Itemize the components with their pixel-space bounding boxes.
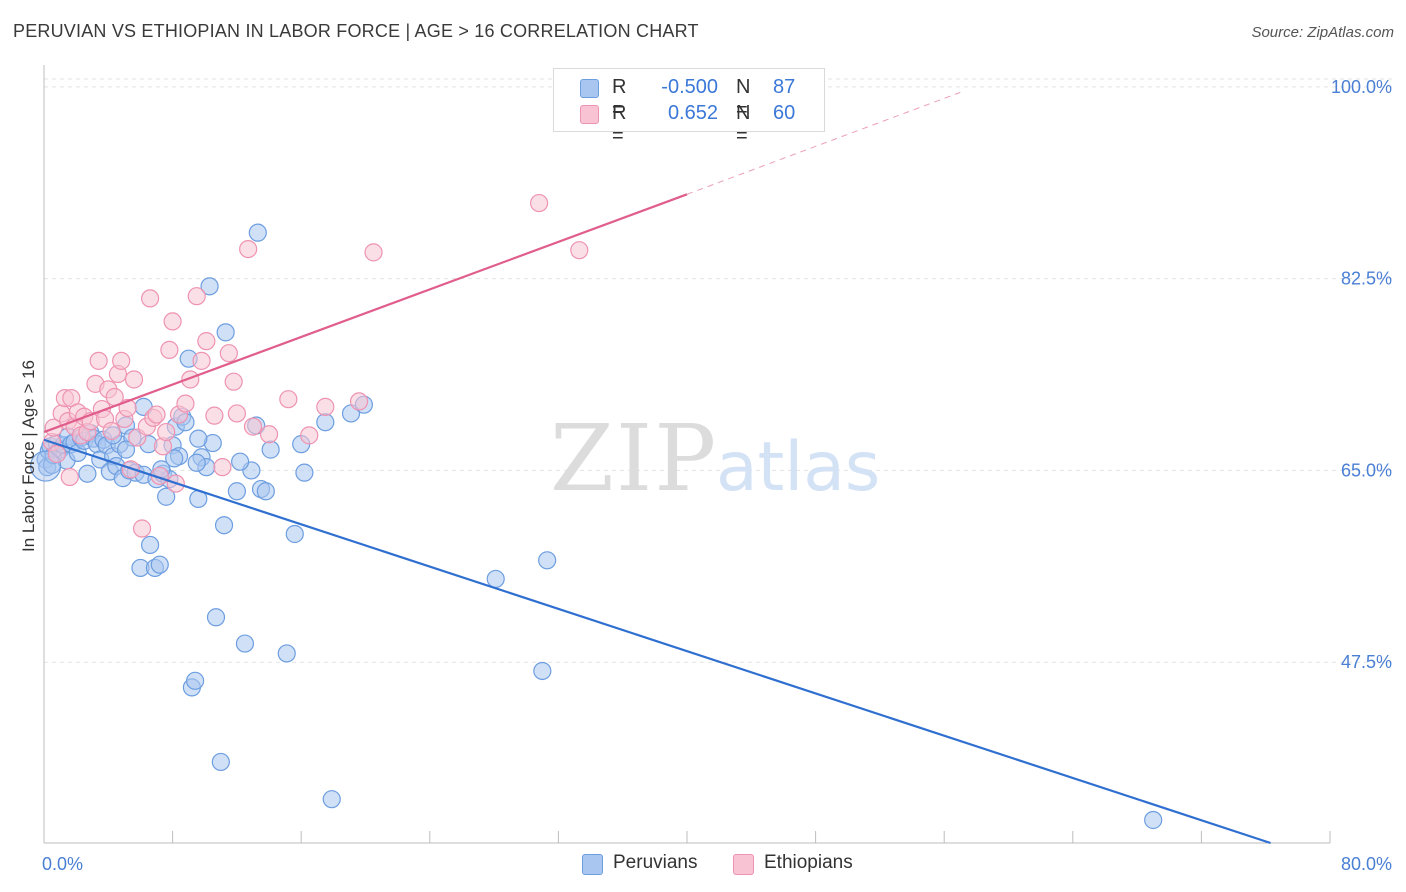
data-point-peruvians-73	[116, 440, 136, 459]
watermark: ZIP atlas	[550, 405, 880, 512]
data-point-peruvians-64	[277, 644, 296, 663]
data-point-peruvians-85	[1144, 810, 1163, 830]
data-point-peruvians-65	[285, 524, 304, 544]
data-point-peruvians-84	[533, 661, 552, 681]
data-point-peruvians-69	[322, 790, 341, 809]
data-point-peruvians-80	[261, 440, 280, 459]
legend-label-peruvians: Peruvians	[613, 852, 698, 873]
data-point-ethiopians-39	[176, 394, 195, 413]
data-point-peruvians-16	[78, 464, 97, 483]
data-point-peruvians-76	[165, 449, 184, 468]
data-point-peruvians-55	[211, 752, 230, 772]
legend-swatch-ethiopians	[733, 854, 754, 875]
legend-r-label: R =	[612, 102, 627, 147]
y-tick-label-2: 65.0%	[1341, 460, 1392, 480]
data-point-ethiopians-47	[224, 372, 243, 391]
data-point-ethiopians-43	[197, 332, 216, 351]
watermark-atlas: atlas	[716, 428, 880, 507]
data-point-peruvians-37	[150, 555, 169, 574]
data-point-peruvians-57	[227, 482, 246, 501]
trend-line-ethiopians	[43, 193, 688, 434]
data-point-ethiopians-34	[157, 422, 176, 442]
series-legend: Peruvians Ethiopians	[0, 852, 1406, 878]
data-point-ethiopians-46	[219, 344, 238, 363]
y-axis-label: In Labor Force | Age > 16	[19, 360, 38, 552]
data-point-ethiopians-36	[163, 312, 182, 331]
y-tick-label-1: 82.5%	[1341, 269, 1392, 289]
data-point-ethiopians-25	[124, 370, 144, 389]
legend-r-label: R =	[612, 76, 627, 121]
data-point-ethiopians-52	[279, 390, 298, 409]
data-point-peruvians-78	[214, 516, 234, 535]
source-label: Source: ZipAtlas.com	[1251, 24, 1394, 41]
data-point-peruvians-48	[186, 671, 205, 690]
data-point-ethiopians-27	[132, 519, 152, 538]
trend-line-peruvians	[43, 438, 1271, 845]
legend-n-value: 87	[773, 76, 796, 98]
data-point-ethiopians-51	[259, 425, 279, 444]
legend-swatch-peruvians	[582, 854, 603, 875]
data-point-ethiopians-31	[147, 405, 166, 424]
x-tick-label-max: 80.0%	[1341, 854, 1392, 874]
data-point-ethiopians-35	[160, 340, 179, 360]
data-point-peruvians-82	[486, 569, 505, 589]
data-point-peruvians-61	[248, 223, 267, 242]
chart-title: PERUVIAN VS ETHIOPIAN IN LABOR FORCE | A…	[13, 21, 699, 41]
data-point-ethiopians-54	[316, 397, 335, 416]
trend-lines	[43, 91, 1271, 845]
data-point-peruvians-39	[157, 487, 176, 506]
y-tick-label-0: 100.0%	[1331, 77, 1392, 97]
data-point-ethiopians-40	[181, 370, 200, 389]
data-point-peruvians-67	[295, 463, 314, 482]
data-point-ethiopians-2	[47, 444, 66, 464]
data-point-ethiopians-55	[349, 392, 369, 411]
data-point-peruvians-83	[538, 551, 557, 570]
data-point-ethiopians-45	[213, 458, 232, 477]
data-point-ethiopians-18	[102, 421, 121, 441]
data-point-ethiopians-42	[192, 351, 211, 370]
legend-r-value: 0.652	[667, 102, 718, 124]
data-point-peruvians-54	[206, 608, 226, 627]
data-point-peruvians-68	[316, 413, 335, 432]
stats-legend: R = -0.500 N = 87 R = 0.652 N = 60	[553, 68, 825, 147]
data-point-ethiopians-53	[300, 426, 319, 445]
data-point-peruvians-56	[216, 323, 235, 342]
trend-line-ethiopians-extension	[686, 91, 961, 195]
legend-label-ethiopians: Ethiopians	[764, 852, 853, 873]
data-point-peruvians-79	[231, 452, 250, 471]
legend-swatch-peruvians	[580, 79, 599, 98]
data-point-ethiopians-58	[570, 241, 589, 260]
data-point-ethiopians-50	[243, 417, 263, 436]
data-point-ethiopians-21	[112, 351, 131, 370]
data-point-ethiopians-14	[89, 351, 108, 370]
data-point-peruvians-77	[187, 453, 206, 472]
legend-n-label: N =	[736, 76, 751, 121]
data-point-ethiopians-59	[60, 467, 79, 487]
y-tick-label-3: 47.5%	[1341, 652, 1392, 672]
data-point-ethiopians-29	[140, 289, 160, 308]
data-point-ethiopians-48	[227, 404, 246, 423]
data-point-ethiopians-57	[530, 193, 549, 213]
data-point-ethiopians-49	[239, 239, 258, 259]
data-point-ethiopians-44	[205, 406, 224, 425]
legend-swatch-ethiopians	[580, 105, 599, 124]
legend-n-value: 60	[773, 102, 796, 124]
series-peruvians	[30, 223, 1163, 830]
data-point-ethiopians-41	[187, 287, 206, 306]
watermark-zip: ZIP	[550, 405, 718, 512]
data-point-ethiopians-56	[364, 243, 383, 262]
data-point-peruvians-52	[200, 277, 219, 296]
legend-n-label: N =	[736, 102, 751, 147]
data-point-peruvians-58	[235, 634, 255, 653]
data-point-peruvians-63	[256, 482, 275, 501]
data-point-peruvians-86	[140, 535, 160, 555]
tick-labels: 100.0% 82.5% 65.0% 47.5% 0.0% 80.0%	[42, 77, 1392, 874]
x-tick-label-min: 0.0%	[42, 854, 83, 874]
data-point-peruvians-81	[189, 429, 208, 448]
grid	[44, 78, 1392, 663]
legend-r-value: -0.500	[661, 76, 718, 98]
